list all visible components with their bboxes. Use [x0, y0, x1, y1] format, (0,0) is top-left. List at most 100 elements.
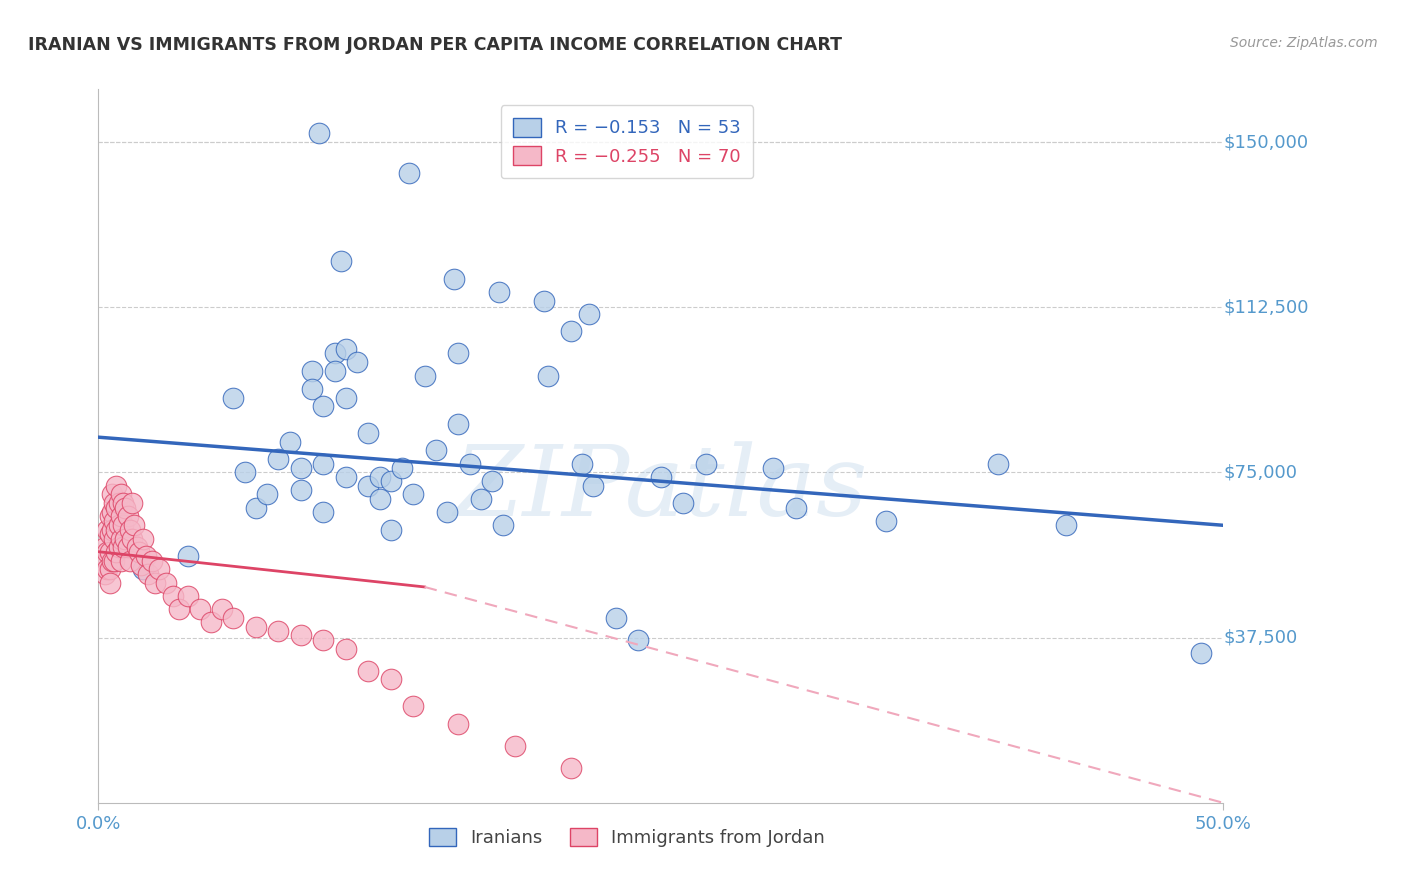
Point — [117, 541, 139, 555]
Point — [124, 518, 146, 533]
Point — [447, 417, 470, 431]
Point — [98, 509, 121, 524]
Point — [447, 346, 470, 360]
Point — [481, 475, 503, 489]
Point — [672, 496, 695, 510]
Point — [105, 500, 128, 515]
Point — [96, 562, 118, 576]
Point — [110, 553, 132, 567]
Text: $37,500: $37,500 — [1223, 629, 1298, 647]
Point — [335, 641, 357, 656]
Point — [256, 487, 278, 501]
Point — [112, 496, 135, 510]
Point — [110, 509, 132, 524]
Point — [357, 478, 380, 492]
Point — [98, 527, 121, 541]
Point — [436, 505, 458, 519]
Point — [103, 532, 125, 546]
Point — [233, 466, 256, 480]
Point — [135, 549, 157, 563]
Point — [290, 483, 312, 497]
Point — [128, 545, 150, 559]
Point — [136, 566, 159, 581]
Text: $75,000: $75,000 — [1223, 464, 1298, 482]
Point — [447, 716, 470, 731]
Point — [211, 602, 233, 616]
Point — [571, 457, 593, 471]
Point — [503, 739, 526, 753]
Point — [107, 496, 129, 510]
Point — [627, 632, 650, 647]
Text: ZIPatlas: ZIPatlas — [454, 442, 868, 536]
Point — [987, 457, 1010, 471]
Point — [357, 664, 380, 678]
Point — [148, 562, 170, 576]
Point — [560, 325, 582, 339]
Point — [402, 698, 425, 713]
Point — [537, 368, 560, 383]
Point — [101, 553, 124, 567]
Point — [222, 611, 245, 625]
Point — [118, 553, 141, 567]
Point — [312, 632, 335, 647]
Point — [245, 500, 267, 515]
Point — [91, 553, 114, 567]
Point — [443, 271, 465, 285]
Point — [94, 566, 117, 581]
Point — [290, 461, 312, 475]
Point — [312, 457, 335, 471]
Point — [323, 346, 346, 360]
Point — [107, 541, 129, 555]
Text: IRANIAN VS IMMIGRANTS FROM JORDAN PER CAPITA INCOME CORRELATION CHART: IRANIAN VS IMMIGRANTS FROM JORDAN PER CA… — [28, 36, 842, 54]
Point — [312, 505, 335, 519]
Point — [357, 425, 380, 440]
Point — [335, 391, 357, 405]
Point — [301, 364, 323, 378]
Point — [380, 475, 402, 489]
Point — [398, 166, 420, 180]
Point — [301, 382, 323, 396]
Point — [121, 532, 143, 546]
Point — [425, 443, 447, 458]
Point — [458, 457, 481, 471]
Point — [582, 478, 605, 492]
Point — [330, 254, 353, 268]
Point — [308, 126, 330, 140]
Point — [402, 487, 425, 501]
Point — [785, 500, 807, 515]
Point — [413, 368, 436, 383]
Point — [112, 518, 135, 533]
Point — [112, 541, 135, 555]
Point — [380, 523, 402, 537]
Point — [177, 589, 200, 603]
Point — [96, 545, 118, 559]
Point — [162, 589, 184, 603]
Point — [101, 487, 124, 501]
Point — [368, 491, 391, 506]
Point — [335, 342, 357, 356]
Text: $112,500: $112,500 — [1223, 298, 1309, 317]
Point — [114, 532, 136, 546]
Point — [169, 602, 191, 616]
Point — [605, 611, 627, 625]
Point — [188, 602, 211, 616]
Point — [110, 487, 132, 501]
Point — [98, 575, 121, 590]
Point — [346, 355, 368, 369]
Point — [222, 391, 245, 405]
Point — [875, 514, 897, 528]
Point — [143, 575, 166, 590]
Text: $150,000: $150,000 — [1223, 133, 1309, 151]
Point — [155, 575, 177, 590]
Point — [117, 509, 139, 524]
Point — [695, 457, 717, 471]
Point — [141, 553, 163, 567]
Point — [368, 470, 391, 484]
Point — [578, 307, 600, 321]
Point — [96, 523, 118, 537]
Point — [335, 470, 357, 484]
Point — [762, 461, 785, 475]
Point — [267, 624, 290, 638]
Point — [245, 619, 267, 633]
Point — [560, 760, 582, 774]
